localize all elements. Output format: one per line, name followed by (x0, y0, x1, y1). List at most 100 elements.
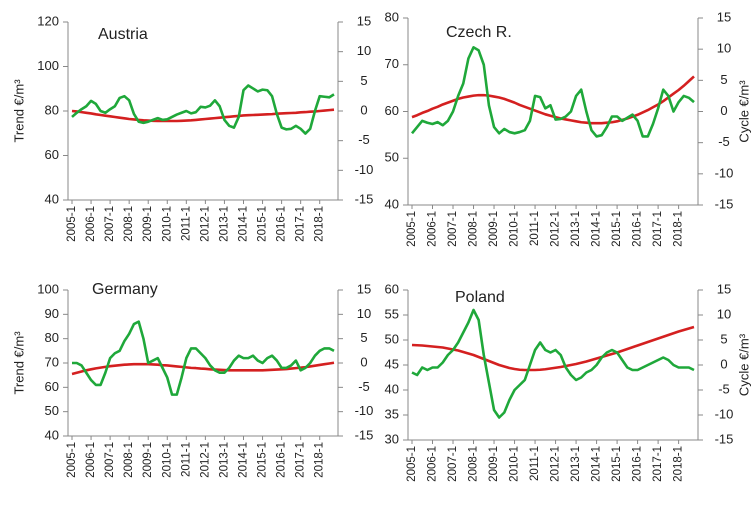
x-tick-label: 2017-1 (652, 211, 664, 247)
x-tick-label: 2011-1 (529, 211, 541, 246)
series-line (411, 325, 695, 372)
y-tick-label: 40 (45, 427, 59, 442)
series-line (72, 320, 335, 396)
y-axis-label: Trend €/m³ (11, 331, 26, 395)
y2-tick-label: 10 (357, 306, 371, 321)
y-tick-label: 80 (45, 102, 59, 117)
x-tick-label: 2013-1 (218, 442, 230, 478)
y2-tick-label: -15 (355, 427, 374, 442)
y-tick-label: 60 (45, 379, 59, 394)
y-tick-label: 120 (37, 13, 59, 28)
x-tick-label: 2006-1 (85, 206, 97, 242)
x-tick-label: 2012-1 (199, 206, 211, 242)
x-tick-label: 2016-1 (276, 442, 288, 478)
x-tick-label: 2006-1 (427, 211, 439, 247)
y2-tick-label: 0 (720, 356, 727, 371)
x-tick-label: 2018-1 (673, 211, 685, 247)
y2-tick-label: -10 (715, 406, 734, 421)
x-tick-label: 2005-1 (66, 206, 78, 242)
y2-tick-label: -10 (715, 165, 734, 180)
x-tick-label: 2008-1 (468, 446, 480, 482)
y-tick-label: 45 (385, 356, 399, 371)
x-tick-label: 2011-1 (180, 206, 192, 241)
x-tick-label: 2014-1 (238, 442, 250, 478)
x-tick-label: 2015-1 (611, 446, 623, 482)
y-tick-label: 100 (37, 58, 59, 73)
y-tick-label: 60 (385, 103, 399, 118)
panel-title: Austria (98, 26, 148, 43)
y2-axis-label: Cycle €/m³ (736, 333, 751, 396)
x-tick-label: 2017-1 (652, 446, 664, 482)
x-tick-label: 2008-1 (123, 442, 135, 478)
x-tick-label: 2011-1 (529, 446, 541, 481)
y2-tick-label: 10 (357, 43, 371, 58)
y2-tick-label: 0 (360, 354, 367, 369)
y2-tick-label: -15 (715, 196, 734, 211)
x-tick-label: 2016-1 (632, 211, 644, 247)
y-tick-label: 30 (385, 431, 399, 446)
x-tick-label: 2014-1 (591, 211, 603, 247)
x-tick-label: 2012-1 (199, 442, 211, 478)
x-tick-label: 2009-1 (142, 442, 154, 478)
y2-tick-label: -10 (355, 403, 374, 418)
x-tick-label: 2006-1 (85, 442, 97, 478)
y2-tick-label: -5 (358, 132, 370, 147)
panel-title: Czech R. (446, 24, 512, 41)
series-line (411, 75, 695, 125)
y2-tick-label: 15 (357, 281, 371, 296)
y-tick-label: 80 (385, 9, 399, 24)
x-tick-label: 2018-1 (314, 206, 326, 242)
x-tick-label: 2007-1 (104, 206, 116, 242)
y2-tick-label: 5 (360, 330, 367, 345)
y-tick-label: 35 (385, 406, 399, 421)
y2-tick-label: -5 (358, 379, 370, 394)
x-tick-label: 2015-1 (257, 206, 269, 242)
y-tick-label: 40 (385, 196, 399, 211)
y-tick-label: 40 (385, 381, 399, 396)
x-tick-label: 2005-1 (406, 446, 418, 482)
panel-title: Poland (455, 289, 505, 306)
x-tick-label: 2015-1 (257, 442, 269, 478)
y2-tick-label: 15 (717, 9, 731, 24)
y-tick-label: 90 (45, 306, 59, 321)
series-line (71, 361, 335, 376)
y2-tick-label: -10 (355, 162, 374, 177)
x-tick-label: 2017-1 (295, 206, 307, 242)
y2-tick-label: 10 (717, 41, 731, 56)
x-tick-label: 2013-1 (570, 211, 582, 247)
x-tick-label: 2013-1 (570, 446, 582, 482)
y-axis-label: Trend €/m³ (11, 79, 26, 143)
series-line (411, 308, 695, 419)
y2-tick-label: -5 (718, 381, 730, 396)
y2-tick-label: -15 (715, 431, 734, 446)
x-tick-label: 2014-1 (238, 206, 250, 242)
y-tick-label: 55 (385, 306, 399, 321)
y-tick-label: 50 (385, 331, 399, 346)
y2-tick-label: 0 (360, 102, 367, 117)
y-tick-label: 70 (385, 56, 399, 71)
x-tick-label: 2005-1 (406, 211, 418, 247)
y-tick-label: 60 (45, 147, 59, 162)
y2-tick-label: -5 (718, 134, 730, 149)
y2-tick-label: 5 (360, 73, 367, 88)
y2-tick-label: -15 (355, 191, 374, 206)
x-tick-label: 2008-1 (123, 206, 135, 242)
y-tick-label: 60 (385, 281, 399, 296)
series-line (410, 46, 695, 138)
x-tick-label: 2012-1 (550, 446, 562, 482)
x-tick-label: 2014-1 (591, 446, 603, 482)
y2-tick-label: 5 (720, 331, 727, 346)
y2-axis-label: Cycle €/m³ (736, 80, 751, 143)
y-tick-label: 100 (37, 281, 59, 296)
x-tick-label: 2011-1 (180, 442, 192, 477)
x-tick-label: 2012-1 (550, 211, 562, 247)
series-line (71, 84, 335, 135)
x-tick-label: 2006-1 (427, 446, 439, 482)
x-tick-label: 2010-1 (509, 211, 521, 247)
x-tick-label: 2008-1 (468, 211, 480, 247)
x-tick-label: 2018-1 (673, 446, 685, 482)
x-tick-label: 2009-1 (488, 446, 500, 482)
x-tick-label: 2007-1 (447, 446, 459, 482)
y2-tick-label: 10 (717, 306, 731, 321)
